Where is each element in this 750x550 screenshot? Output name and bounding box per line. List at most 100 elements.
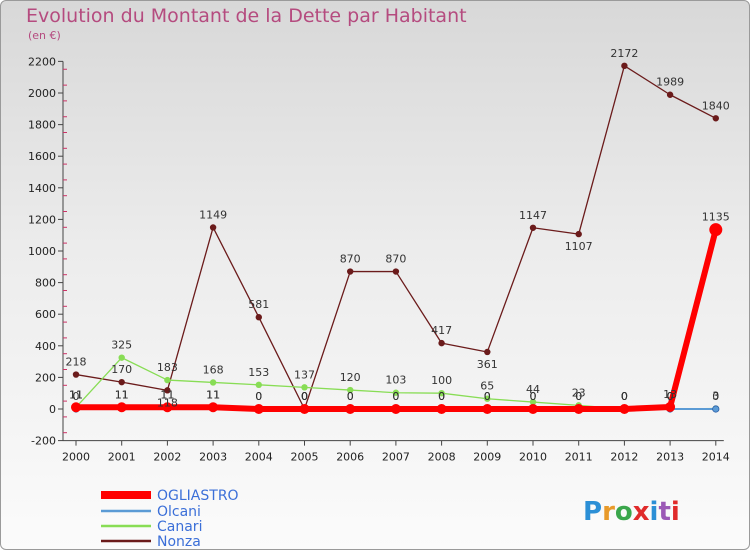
data-point-canari	[209, 379, 217, 386]
data-point-ogliastro	[665, 401, 676, 412]
data-label-olcani: 11	[206, 388, 220, 401]
data-point-nonza	[712, 115, 719, 122]
data-point-ogliastro	[619, 404, 630, 414]
data-label-canari: 183	[157, 361, 178, 374]
data-label-nonza: 2172	[610, 47, 638, 60]
data-point-nonza	[392, 268, 400, 275]
data-label-ogliastro: 0	[484, 390, 491, 403]
data-point-ogliastro	[436, 404, 447, 414]
axes: -200020040060080010001200140016001800200…	[28, 55, 730, 463]
data-label-olcani: 0	[484, 390, 491, 403]
data-label-olcani: 0	[712, 390, 719, 403]
logo-letter: P	[583, 497, 602, 527]
data-label-olcani: 0	[667, 390, 674, 403]
data-label-olcani: 0	[575, 390, 582, 403]
data-label-nonza: 361	[477, 358, 498, 371]
x-tick-label: 2011	[565, 451, 593, 464]
logo-letter: x	[633, 497, 650, 527]
x-tick-label: 2007	[382, 451, 410, 464]
y-tick-label: 2200	[28, 55, 56, 68]
y-tick-label: 0	[49, 403, 56, 416]
data-label-olcani: 0	[438, 390, 445, 403]
data-label-ogliastro: 11	[206, 388, 220, 401]
data-point-canari	[301, 384, 308, 391]
data-label-nonza: 170	[111, 363, 132, 376]
data-point-ogliastro	[390, 404, 401, 414]
data-label-ogliastro: 0	[438, 390, 445, 403]
y-tick-label: 2000	[28, 87, 56, 100]
data-point-nonza	[484, 348, 491, 356]
chart-subtitle: (en €)	[28, 29, 61, 42]
data-point-nonza	[72, 371, 80, 378]
data-label-olcani: 0	[73, 390, 80, 403]
chart-title: Evolution du Montant de la Dette par Hab…	[26, 5, 467, 27]
data-label-olcani: 0	[530, 390, 537, 403]
data-label-olcani: 11	[160, 388, 174, 401]
x-tick-label: 2003	[199, 451, 227, 464]
data-point-nonza	[209, 224, 217, 231]
data-point-olcani	[712, 405, 720, 413]
y-tick-label: 1400	[28, 182, 56, 195]
y-tick-label: 1200	[28, 213, 56, 226]
data-label-canari: 23	[572, 386, 586, 399]
data-point-canari	[529, 398, 537, 406]
data-label-canari: 44	[526, 383, 540, 396]
data-point-ogliastro	[208, 402, 219, 413]
x-tick-label: 2005	[291, 451, 319, 464]
data-point-nonza	[438, 339, 445, 347]
logo-letter: r	[602, 497, 615, 527]
data-point-nonza	[118, 378, 125, 386]
logo-wordmark: Proxiti	[583, 497, 680, 527]
data-point-ogliastro	[482, 404, 493, 414]
data-label-olcani: 0	[392, 390, 399, 403]
y-tick-label: 800	[35, 277, 56, 290]
y-tick-label: 1600	[28, 150, 56, 163]
data-label-ogliastro: 13	[663, 388, 677, 401]
data-point-canari	[438, 390, 445, 397]
series-line-nonza	[75, 65, 717, 410]
data-label-olcani: 11	[115, 388, 129, 401]
legend-label-nonza: Nonza	[157, 534, 201, 550]
y-tick-label: 1000	[28, 245, 56, 258]
data-point-canari	[392, 389, 400, 396]
data-label-nonza: 581	[248, 298, 269, 311]
legend-label-olcani: Olcani	[157, 504, 201, 520]
y-tick-label: 1800	[28, 119, 56, 132]
data-label-nonza: 870	[340, 253, 361, 266]
data-label-canari: 11	[69, 388, 83, 401]
data-point-canari	[164, 376, 171, 384]
data-point-ogliastro	[299, 404, 310, 414]
legend-label-ogliastro: OGLIASTRO	[157, 488, 239, 504]
x-tick-label: 2002	[153, 451, 181, 464]
logo-letter: o	[615, 497, 633, 527]
data-label-olcani: 0	[347, 390, 354, 403]
data-label-olcani: 0	[301, 390, 308, 403]
data-point-nonza	[529, 224, 537, 231]
data-label-nonza: 870	[385, 253, 406, 266]
data-label-ogliastro: 0	[575, 390, 582, 403]
data-point-nonza	[255, 314, 262, 321]
proxiti-logo: Proxiti	[583, 497, 680, 527]
legend-label-canari: Canari	[157, 519, 202, 535]
data-label-canari: 168	[203, 363, 224, 376]
y-tick-label: -200	[31, 435, 56, 448]
y-tick-label: 400	[35, 340, 56, 353]
data-point-canari	[118, 354, 125, 361]
data-label-canari: 0	[621, 390, 628, 403]
data-point-canari	[347, 386, 354, 394]
data-label-nonza: 1989	[656, 76, 684, 89]
x-tick-label: 2001	[108, 451, 136, 464]
logo-letter: i	[650, 497, 659, 527]
data-label-nonza: 218	[66, 356, 87, 369]
data-point-ogliastro	[162, 402, 173, 413]
data-label-ogliastro: 0	[621, 390, 628, 403]
data-point-nonza	[575, 230, 582, 238]
data-label-ogliastro: 1135	[702, 211, 730, 224]
data-label-canari: 3	[712, 390, 719, 403]
data-label-ogliastro: 0	[255, 390, 262, 403]
x-tick-label: 2004	[245, 451, 273, 464]
